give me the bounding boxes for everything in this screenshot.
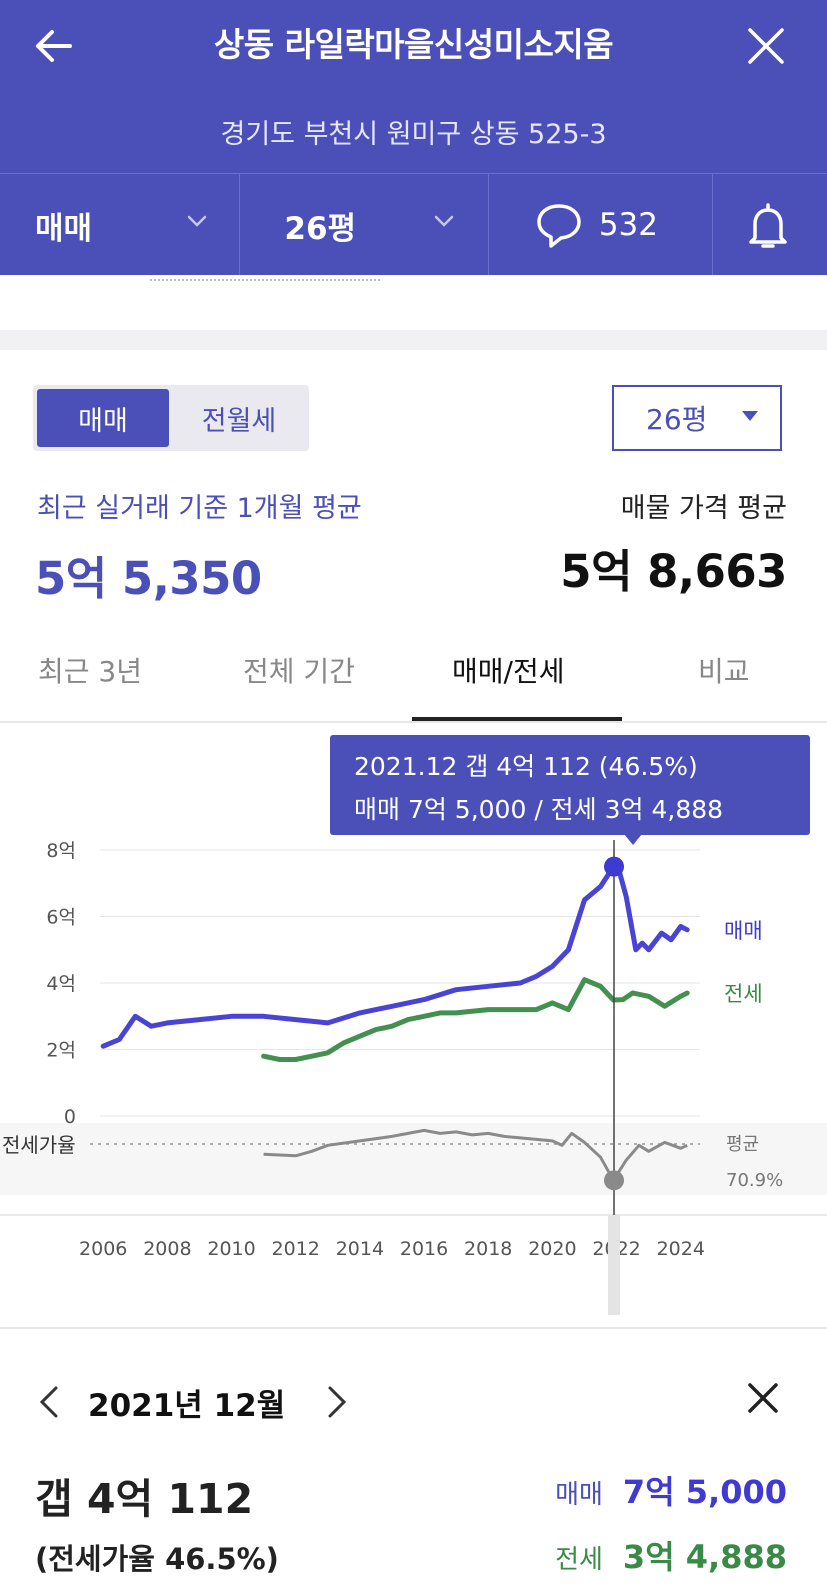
comment-count: 532 [598,207,658,243]
trade-segment-control: 매매 전월세 [33,385,309,451]
chevron-down-icon [187,215,207,227]
trade-type-dropdown[interactable]: 매매 [0,174,241,276]
comments-button[interactable]: 532 [489,174,714,276]
chevron-left-icon[interactable] [34,1384,64,1420]
section-gap [0,330,827,350]
address: 경기도 부천시 원미구 상동 525-3 [220,119,607,150]
caret-down-icon [742,411,758,421]
segment-rent[interactable]: 전월세 [201,405,277,437]
price-chart[interactable]: 8억 6억 4억 2억 0 2006 2008 2010 2012 2014 2016 2018 202… [0,840,827,1340]
notification-button[interactable] [713,174,827,276]
x-tick-label: 2014 [336,1238,384,1260]
x-tick-label: 2024 [657,1238,705,1260]
tab-recent-3y[interactable]: 최근 3년 [38,655,142,688]
close-detail-icon[interactable] [745,1380,781,1416]
cutoff-text-fragment [150,279,380,284]
tab-all-period[interactable]: 전체 기간 [243,655,355,688]
y-tick-label: 2억 [46,1040,76,1062]
back-arrow-icon[interactable] [30,22,78,70]
series-label-jeonse: 전세 [724,982,763,1006]
y-tick-label: 4억 [46,973,76,995]
tooltip-line-2: 매매 7억 5,000 / 전세 3억 4,888 [354,795,724,824]
ratio-label: 전세가율 [2,1133,76,1157]
trade-type-label: 매매 [35,210,93,247]
tab-compare[interactable]: 비교 [698,655,750,688]
size-dropdown[interactable]: 26평 [240,174,489,276]
tabs-divider [0,721,827,723]
page-title: 상동 라일락마을신성미소지움 [213,25,614,64]
active-tab-indicator [412,717,622,721]
listing-avg-label: 매물 가격 평균 [620,493,787,524]
chevron-right-icon[interactable] [322,1384,352,1420]
ratio-panel-bg [0,1123,827,1195]
highlight-scrub-band [608,1215,621,1315]
jeonse-row: 전세 3억 4,888 [555,1532,787,1578]
x-tick-label: 2006 [79,1238,127,1260]
close-icon[interactable] [744,24,788,68]
highlight-point-ratio [604,1170,625,1191]
sale-label: 매매 [555,1480,603,1510]
sale-row: 매매 7억 5,000 [555,1467,787,1513]
tooltip-arrow [624,834,642,845]
ratio-avg-label: 평균 [726,1134,759,1155]
size-select[interactable]: 26평 [612,385,782,451]
jeonse-value: 3억 4,888 [622,1538,787,1576]
segment-sale[interactable]: 매매 [37,389,169,447]
speech-bubble-icon [537,204,581,248]
tooltip-line-1: 2021.12 갭 4억 112 (46.5%) [354,752,698,781]
size-label: 26평 [284,210,357,247]
tab-sale-jeonse[interactable]: 매매/전세 [452,655,565,688]
detail-month: 2021년 12월 [88,1388,286,1424]
y-tick-label: 6억 [46,907,76,929]
x-tick-label: 2012 [272,1238,320,1260]
gap-amount: 갭 4억 112 [35,1475,254,1523]
y-tick-label: 0 [64,1106,76,1128]
x-tick-label: 2018 [464,1238,512,1260]
chevron-down-icon [435,215,454,227]
recent-avg-label: 최근 실거래 기준 1개월 평균 [37,493,362,524]
ratio-avg-value: 70.9% [726,1170,783,1191]
series-label-sale: 매매 [724,919,763,943]
filter-bar: 매매 26평 532 [0,173,827,276]
y-tick-label: 8억 [46,840,76,862]
partial-content-strip [0,275,827,330]
top-header: 상동 라일락마을신성미소지움 경기도 부천시 원미구 상동 525-3 매매 2… [0,0,827,276]
bell-icon [749,203,788,248]
size-select-value: 26평 [646,403,708,436]
series-line-jeonse [261,977,690,1062]
listing-avg-value: 5억 8,663 [560,545,787,598]
x-tick-label: 2008 [143,1238,191,1260]
x-tick-label: 2010 [207,1238,255,1260]
jeonse-label: 전세 [555,1545,603,1575]
sale-value: 7억 5,000 [622,1473,787,1511]
x-tick-label: 2020 [528,1238,576,1260]
ratio-line [263,1128,688,1182]
jeonse-ratio: (전세가율 46.5%) [35,1542,279,1576]
recent-avg-value: 5억 5,350 [35,552,262,605]
series-line-sale [100,864,690,1049]
chart-tooltip: 2021.12 갭 4억 112 (46.5%) 매매 7억 5,000 / 전… [330,735,810,835]
x-tick-label: 2016 [400,1238,448,1260]
detail-divider [0,1327,827,1329]
highlight-point-sale [604,856,625,877]
